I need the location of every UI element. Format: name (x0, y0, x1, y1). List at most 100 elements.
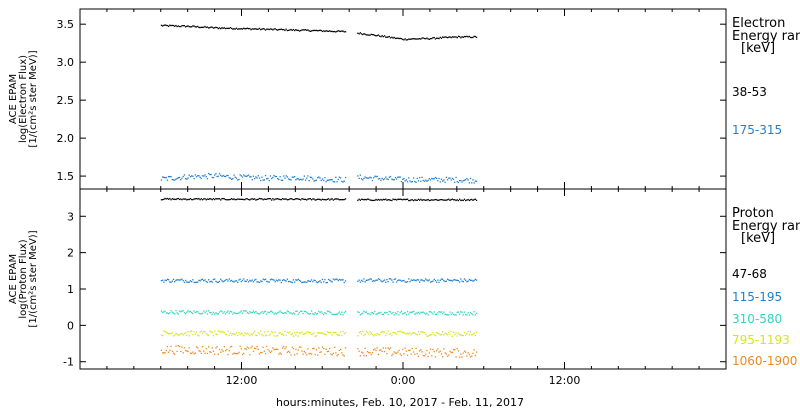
proton-data-point (459, 281, 461, 283)
proton-data-point (227, 330, 229, 332)
proton-data-point (334, 332, 336, 334)
electron-data-point (318, 176, 320, 178)
proton-data-point (226, 199, 228, 201)
electron-data-point (419, 38, 421, 40)
proton-data-point (326, 310, 328, 312)
proton-data-point (214, 353, 216, 355)
proton-data-point (472, 333, 474, 336)
electron-data-point (454, 36, 456, 38)
electron-data-point (415, 38, 417, 40)
electron-data-point (340, 30, 342, 33)
electron-data-point (360, 33, 363, 35)
proton-data-point (413, 279, 415, 281)
proton-data-point (195, 346, 198, 348)
proton-legend-item: 1060-1900 (732, 354, 797, 368)
electron-data-point (319, 29, 321, 31)
proton-data-point (415, 280, 417, 282)
electron-data-point (444, 36, 446, 38)
electron-data-point (466, 35, 468, 37)
proton-data-point (165, 350, 167, 352)
electron-data-point (301, 179, 303, 181)
proton-data-point (278, 332, 280, 334)
proton-data-point (385, 281, 387, 283)
electron-data-point (379, 177, 381, 180)
electron-data-point (183, 25, 186, 27)
proton-data-point (226, 278, 228, 281)
proton-data-point (240, 332, 242, 334)
proton-data-point (460, 334, 462, 336)
electron-data-point (301, 29, 303, 31)
proton-data-point (250, 333, 252, 335)
proton-data-point (413, 199, 415, 202)
proton-data-point (254, 311, 256, 314)
proton-data-point (466, 314, 468, 316)
proton-data-point (423, 312, 426, 314)
electron-data-point (443, 179, 445, 181)
proton-data-point (231, 311, 233, 313)
proton-data-point (216, 313, 218, 315)
proton-data-point (324, 353, 326, 356)
proton-data-point (250, 198, 252, 200)
electron-data-point (231, 27, 233, 30)
proton-data-point (309, 198, 311, 200)
proton-data-point (365, 311, 367, 313)
proton-data-point (451, 198, 453, 200)
proton-data-point (423, 199, 426, 201)
proton-data-point (413, 351, 415, 353)
proton-data-point (175, 279, 177, 281)
proton-data-point (468, 314, 470, 316)
electron-data-point (440, 37, 443, 39)
electron-data-point (393, 179, 395, 181)
proton-data-point (331, 281, 333, 283)
electron-data-point (204, 25, 206, 28)
proton-data-point (365, 199, 367, 201)
proton-data-point (284, 330, 286, 332)
electron-data-point (227, 174, 229, 177)
proton-data-point (376, 199, 378, 201)
proton-data-point (262, 346, 264, 348)
proton-data-point (400, 331, 403, 333)
proton-data-point (317, 354, 319, 356)
electron-data-point (409, 180, 411, 182)
electron-data-point (233, 28, 235, 30)
electron-data-point (433, 178, 435, 180)
electron-data-point (287, 29, 290, 31)
proton-data-point (342, 314, 344, 316)
electron-data-point (244, 175, 246, 177)
proton-data-point (263, 331, 265, 333)
proton-data-point (171, 198, 173, 200)
proton-data-point (285, 334, 287, 337)
electron-data-point (419, 177, 421, 179)
proton-data-point (437, 348, 439, 350)
proton-data-point (182, 310, 184, 312)
proton-data-point (411, 311, 413, 313)
proton-data-point (341, 334, 343, 337)
proton-data-point (343, 198, 345, 201)
proton-data-point (241, 198, 244, 200)
proton-data-point (334, 198, 336, 200)
electron-data-point (192, 175, 194, 177)
proton-x-ticks (106, 189, 700, 369)
proton-data-point (261, 311, 263, 313)
proton-data-point (239, 311, 241, 313)
proton-data-point (300, 346, 302, 348)
proton-data-point (302, 353, 304, 355)
proton-data-point (397, 351, 399, 353)
proton-data-point (342, 330, 344, 333)
proton-data-point (436, 199, 438, 201)
proton-data-point (319, 280, 321, 282)
electron-data-point (402, 178, 404, 180)
proton-data-point (399, 353, 401, 355)
electron-data-point (357, 32, 359, 34)
electron-data-point (369, 176, 371, 178)
proton-data-point (373, 349, 375, 351)
electron-data-point (218, 173, 221, 175)
electron-legend-title-3: [keV] (741, 41, 775, 56)
electron-data-point (248, 28, 250, 30)
electron-data-point (457, 35, 460, 37)
proton-data-point (376, 347, 378, 349)
electron-data-point (340, 177, 342, 179)
proton-data-point (389, 278, 392, 280)
electron-data-point (334, 30, 336, 33)
electron-data-points (160, 24, 478, 184)
